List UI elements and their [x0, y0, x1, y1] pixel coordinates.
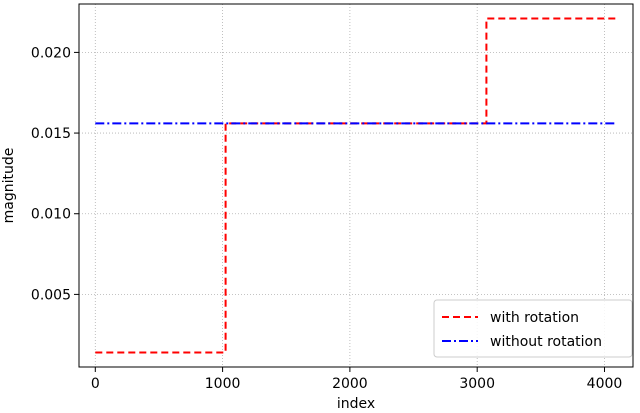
legend: with rotation without rotation	[433, 299, 633, 358]
legend-label-without-rotation: without rotation	[490, 334, 602, 350]
y-axis-label: magnitude	[1, 148, 17, 224]
x-axis: 0 1000 2000 3000 4000	[91, 367, 622, 392]
y-tick-label: 0.020	[31, 45, 71, 61]
x-tick-label: 0	[91, 376, 100, 392]
x-tick-label: 4000	[587, 376, 623, 392]
legend-label-with-rotation: with rotation	[490, 310, 579, 326]
x-axis-label: index	[337, 396, 375, 412]
series-layer	[95, 17, 617, 354]
y-tick-label: 0.015	[31, 126, 71, 142]
x-tick-label: 1000	[205, 376, 241, 392]
y-tick-label: 0.005	[31, 287, 71, 303]
x-tick-label: 2000	[332, 376, 368, 392]
grid	[79, 4, 633, 367]
y-tick-label: 0.010	[31, 207, 71, 223]
legend-box	[433, 299, 633, 358]
y-axis: 0.005 0.010 0.015 0.020	[31, 45, 79, 303]
x-tick-label: 3000	[459, 376, 495, 392]
plot-frame	[78, 3, 634, 368]
